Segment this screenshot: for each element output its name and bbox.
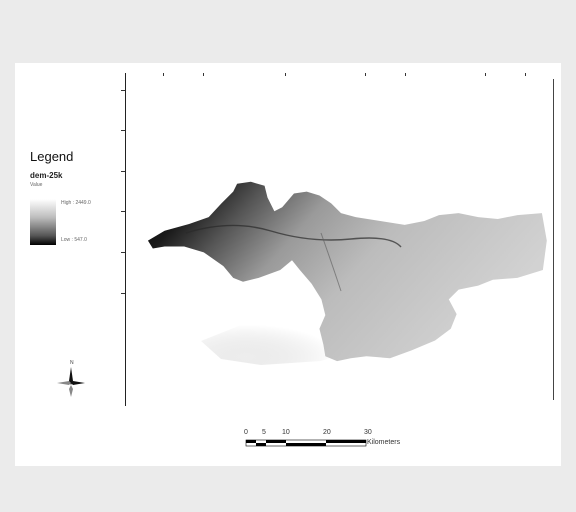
map-layout-sheet: Legend dem-25k Value High : 2449.0 Low :… — [15, 63, 561, 466]
legend-field-name: Value — [30, 182, 43, 188]
graticule-tick — [163, 73, 164, 76]
graticule-tick — [405, 73, 406, 76]
legend-title: Legend — [30, 149, 74, 164]
legend-color-ramp — [30, 199, 56, 245]
graticule-tick — [121, 211, 125, 212]
legend-layer-name: dem-25k — [30, 171, 63, 180]
scale-tick-label: 20 — [323, 429, 331, 436]
svg-text:N: N — [70, 360, 74, 366]
scale-tick-label: 10 — [282, 429, 290, 436]
graticule-tick — [365, 73, 366, 76]
graticule-tick — [121, 252, 125, 253]
scale-tick-label: 30 — [364, 429, 372, 436]
scale-unit-label: Kilometers — [367, 439, 401, 446]
graticule-tick — [121, 90, 125, 91]
dem-raster — [147, 181, 547, 365]
map-frame-right — [553, 79, 554, 400]
legend-high-label: High : 2449.0 — [61, 200, 91, 206]
north-arrow-icon: N — [55, 359, 87, 404]
graticule-tick — [485, 73, 486, 76]
map-frame-left — [125, 73, 126, 406]
graticule-tick — [285, 73, 286, 76]
graticule-tick — [121, 293, 125, 294]
scale-bar-graphic — [245, 439, 367, 447]
scale-tick-label: 0 — [244, 429, 248, 436]
legend-low-label: Low : 547.0 — [61, 237, 87, 243]
graticule-tick — [203, 73, 204, 76]
graticule-tick — [121, 130, 125, 131]
graticule-tick — [121, 171, 125, 172]
scale-tick-label: 5 — [262, 429, 266, 436]
graticule-tick — [525, 73, 526, 76]
